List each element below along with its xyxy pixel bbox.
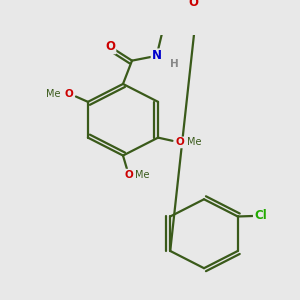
Text: Me: Me (135, 170, 149, 180)
Text: O: O (175, 137, 184, 147)
Text: Me: Me (46, 89, 61, 99)
Text: N: N (152, 50, 162, 62)
Text: Cl: Cl (254, 209, 267, 223)
Text: Me: Me (188, 137, 202, 147)
Text: O: O (124, 169, 133, 180)
Text: O: O (65, 89, 74, 99)
Text: H: H (169, 59, 178, 69)
Text: O: O (105, 40, 116, 53)
Text: O: O (188, 0, 198, 9)
